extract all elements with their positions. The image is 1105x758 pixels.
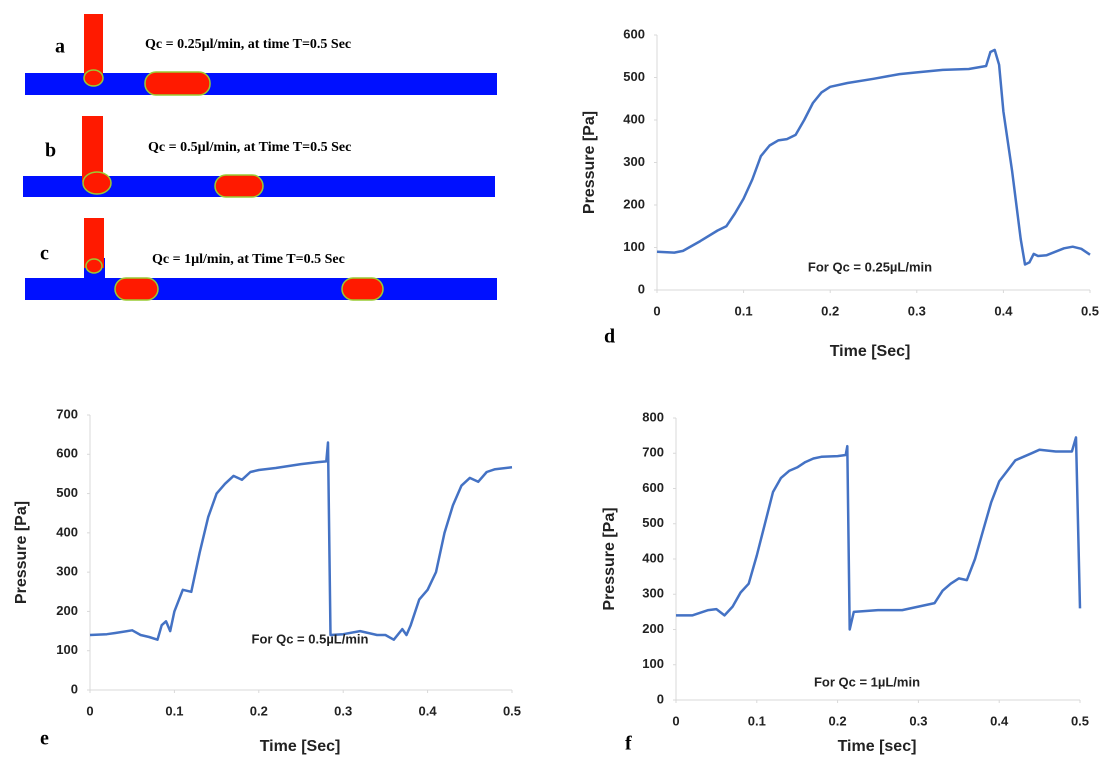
x-tick-label: 0.5 (1071, 713, 1089, 728)
x-tick-label: 0.2 (821, 303, 839, 318)
y-tick-label: 400 (623, 111, 645, 126)
droplet (341, 277, 384, 301)
y-tick-label: 200 (623, 196, 645, 211)
x-tick-label: 0.1 (735, 303, 753, 318)
y-tick-label: 500 (642, 515, 664, 530)
x-tick-label: 0.4 (990, 713, 1009, 728)
dispersed-inlet (84, 14, 103, 80)
panel-letter: d (604, 326, 615, 348)
y-tick-label: 100 (623, 239, 645, 254)
annotation: For Qc = 1µL/min (814, 674, 920, 689)
x-tick-label: 0 (672, 713, 679, 728)
channel (25, 73, 497, 95)
y-axis-label: Pressure [Pa] (581, 111, 598, 214)
droplet (144, 71, 211, 96)
x-tick-label: 0 (86, 703, 93, 718)
pressure-line (89, 441, 513, 641)
y-tick-label: 0 (638, 281, 645, 296)
panel-letter: a (55, 36, 65, 58)
annotation: For Qc = 0.25µL/min (808, 259, 932, 274)
caption: Qc = 0.25µl/min, at time T=0.5 Sec (145, 37, 351, 52)
droplet (114, 277, 159, 301)
pressure-line (676, 436, 1082, 631)
y-tick-label: 300 (56, 564, 78, 579)
panel-letter: b (45, 140, 56, 162)
x-tick-label: 0.4 (419, 703, 438, 718)
y-tick-label: 600 (642, 480, 664, 495)
x-tick-label: 0.2 (829, 713, 847, 728)
dispersed-inlet (84, 218, 104, 268)
panel-letter: e (40, 728, 49, 750)
y-tick-label: 0 (71, 681, 78, 696)
channel (25, 278, 497, 300)
y-tick-label: 600 (56, 446, 78, 461)
chart-0: 0 100 200 300 400 500 600 0 0.1 0.2 0.3 0.4 0.5 For Q… (581, 26, 1099, 360)
y-tick-label: 600 (623, 26, 645, 41)
panel-letter: f (625, 733, 632, 755)
x-tick-label: 0.4 (994, 303, 1013, 318)
x-tick-label: 0.3 (909, 713, 927, 728)
x-tick-label: 0.1 (748, 713, 766, 728)
pressure-line (656, 48, 1091, 266)
forming-droplet (85, 258, 103, 274)
annotation: For Qc = 0.5µL/min (252, 631, 369, 646)
y-tick-label: 300 (623, 154, 645, 169)
forming-droplet (83, 69, 104, 87)
panel-letter: c (40, 243, 49, 265)
y-tick-label: 500 (56, 485, 78, 500)
y-axis-label: Pressure [Pa] (13, 501, 30, 604)
chart-2: 0 100 200 300 400 500 600 700 800 0 0.1 0.2 0.3 0.4 0.… (601, 409, 1089, 755)
y-tick-label: 800 (642, 409, 664, 424)
schematic-b: b Qc = 0.5µl/min, at Time T=0.5 Sec (23, 116, 495, 198)
y-tick-label: 100 (642, 656, 664, 671)
x-axis-label: Time [Sec] (830, 343, 911, 360)
x-tick-label: 0.2 (250, 703, 268, 718)
chart-1: 0 100 200 300 400 500 600 700 0 0.1 0.2 0.3 0.4 0.5 Fo… (13, 406, 521, 755)
y-tick-label: 700 (56, 406, 78, 421)
x-tick-label: 0.3 (334, 703, 352, 718)
y-tick-label: 700 (642, 445, 664, 460)
x-axis-label: Time [sec] (838, 738, 917, 755)
x-axis-label: Time [Sec] (260, 738, 341, 755)
y-tick-label: 100 (56, 642, 78, 657)
y-tick-label: 0 (657, 691, 664, 706)
y-axis-label: Pressure [Pa] (601, 507, 618, 610)
caption: Qc = 1µl/min, at Time T=0.5 Sec (152, 252, 345, 267)
dispersed-inlet (82, 116, 103, 182)
schematic-c: c Qc = 1µl/min, at Time T=0.5 Sec (25, 218, 497, 301)
x-tick-label: 0.5 (503, 703, 521, 718)
schematic-a: a Qc = 0.25µl/min, at time T=0.5 Sec (25, 14, 497, 96)
x-tick-label: 0.5 (1081, 303, 1099, 318)
y-tick-label: 400 (56, 524, 78, 539)
y-tick-label: 400 (642, 550, 664, 565)
x-tick-label: 0.1 (165, 703, 183, 718)
y-tick-label: 500 (623, 69, 645, 84)
y-tick-label: 300 (642, 586, 664, 601)
caption: Qc = 0.5µl/min, at Time T=0.5 Sec (148, 140, 351, 155)
y-tick-label: 200 (642, 621, 664, 636)
y-tick-label: 200 (56, 603, 78, 618)
x-tick-label: 0 (653, 303, 660, 318)
forming-droplet (82, 171, 112, 195)
x-tick-label: 0.3 (908, 303, 926, 318)
droplet (214, 174, 264, 198)
